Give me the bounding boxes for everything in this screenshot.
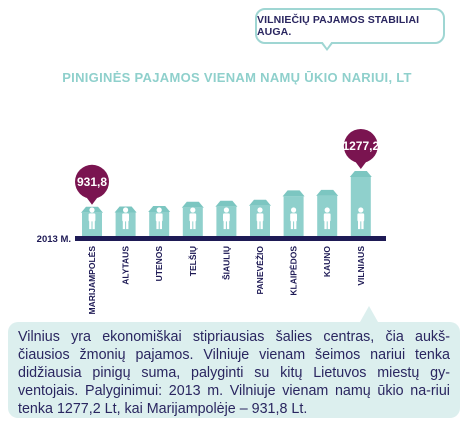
bar-šiaulių (215, 200, 238, 236)
category-label: UTENOS (154, 246, 164, 282)
person-icon-leg (89, 220, 92, 230)
person-icon-body (155, 213, 163, 222)
person-icon-leg (361, 220, 364, 230)
value-label: 931,8 (77, 175, 107, 189)
callout-tail-inner (322, 41, 332, 48)
bar-vilniaus (349, 171, 372, 236)
bar-klaipėdos (282, 190, 305, 236)
bar-kauno (316, 189, 339, 236)
person-icon-head (291, 207, 297, 213)
value-marker-circle (75, 164, 109, 199)
category-label: TELŠIŲ (187, 246, 198, 276)
category-label: KLAIPĖDOS (289, 246, 299, 296)
category-label: ŠIAULIŲ (220, 246, 231, 280)
person-icon-leg (327, 220, 330, 230)
category-label: ALYTAUS (121, 246, 131, 285)
person-icon-leg (159, 220, 162, 230)
bar-roof (249, 199, 271, 206)
description-text: Vilnius yra ekonomiškai stipriausias šal… (18, 329, 450, 417)
person-icon-leg (193, 220, 196, 230)
value-marker-tip (86, 196, 98, 205)
person-icon-body (189, 213, 197, 222)
person-icon-body (290, 213, 297, 222)
value-marker-circle (343, 129, 378, 163)
year-label: 2013 M. (37, 234, 71, 245)
person-icon-leg (257, 220, 260, 230)
person-icon-body (122, 213, 129, 222)
value-marker-tip (354, 161, 367, 169)
person-icon-body (256, 213, 264, 222)
bar-roof (282, 190, 305, 197)
x-axis-line (75, 236, 386, 241)
bar-roof (181, 201, 204, 208)
bar-body (82, 212, 102, 236)
category-label: VILNIAUS (356, 246, 366, 286)
person-icon-leg (290, 220, 294, 230)
bar-body (350, 177, 371, 236)
person-icon-leg (122, 220, 126, 230)
category-label: KAUNO (322, 246, 332, 278)
description-box: Vilnius yra ekonomiškai stipriausias šal… (8, 322, 460, 418)
bar-roof (349, 171, 372, 177)
person-icon-leg (156, 220, 159, 230)
bar-chart: MARIJAMPOLĖS 931,8 ALYTAUS UTENOS TELŠIŲ ŠIAU… (37, 129, 386, 315)
bar-utenos (148, 205, 171, 236)
bar-body (115, 212, 136, 236)
bar-marijampolės (81, 206, 103, 236)
person-icon-leg (260, 220, 263, 230)
bar-roof (316, 189, 339, 196)
bar-panevėžio (249, 199, 271, 236)
value-label: 1277,2 (342, 139, 379, 153)
person-icon-body (323, 213, 331, 222)
bar-roof (215, 200, 238, 207)
value-marker: 931,8 (75, 164, 109, 205)
person-icon-body (88, 213, 96, 222)
bar-body (182, 207, 203, 236)
person-icon-head (123, 207, 129, 213)
bar-alytaus (114, 206, 137, 236)
person-icon-leg (126, 220, 129, 230)
person-icon-head (324, 207, 330, 213)
person-icon-leg (190, 220, 193, 230)
person-icon-leg (223, 220, 226, 230)
person-icon-leg (294, 220, 297, 230)
person-icon-head (358, 207, 364, 213)
person-icon-body (223, 213, 230, 222)
bar-body (149, 211, 170, 236)
person-icon-head (223, 207, 229, 213)
person-icon-head (156, 207, 162, 213)
headline-callout: VILNIEČIŲ PAJAMOS STABILIAI AUGA. (255, 8, 445, 44)
value-marker: 1277,2 (342, 129, 379, 169)
textbox-tail (360, 306, 378, 322)
headline-text: VILNIEČIŲ PAJAMOS STABILIAI AUGA. (257, 14, 420, 38)
person-icon-leg (92, 220, 95, 230)
person-icon-leg (226, 220, 230, 230)
category-label: PANEVĖŽIO (254, 246, 265, 295)
category-label: MARIJAMPOLĖS (87, 246, 97, 315)
person-icon-head (190, 207, 196, 213)
person-icon-head (257, 207, 263, 213)
person-icon-body (357, 213, 365, 222)
person-icon-head (89, 207, 95, 213)
chart-title: PINIGINĖS PAJAMOS VIENAM NAMŲ ŪKIO NARIU… (62, 70, 412, 85)
bar-telšių (181, 201, 204, 236)
person-icon-leg (358, 220, 361, 230)
person-icon-leg (324, 220, 327, 230)
